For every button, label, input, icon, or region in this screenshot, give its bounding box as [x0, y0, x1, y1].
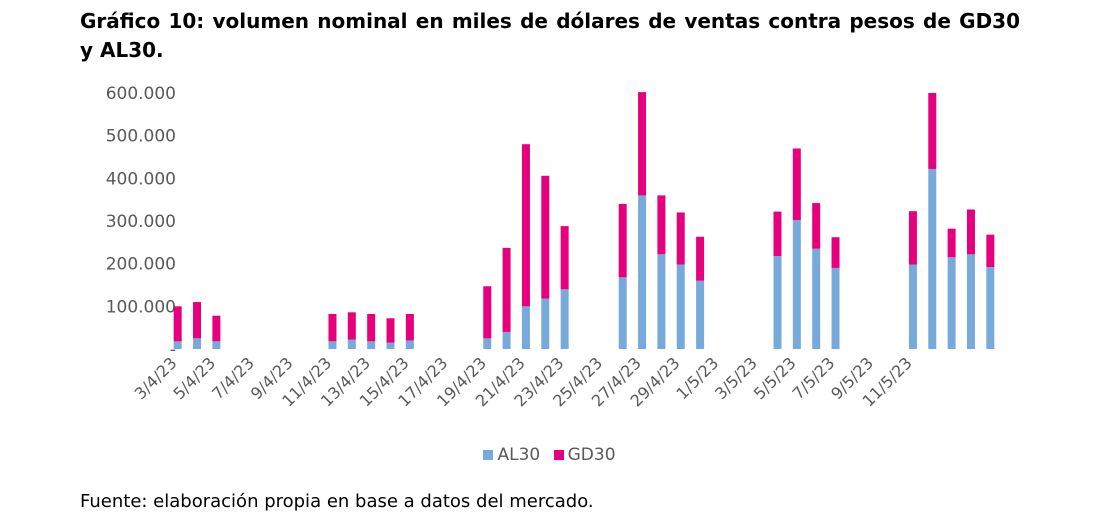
legend-swatch-al30: [483, 450, 494, 460]
bar-gd30: [173, 306, 182, 342]
y-tick-label: 600.000: [106, 84, 176, 104]
bar-al30: [792, 220, 801, 349]
bar-gd30: [347, 312, 356, 340]
legend-swatch-gd30: [553, 450, 564, 460]
bar-al30: [502, 331, 511, 349]
bar-gd30: [367, 314, 376, 342]
bar-gd30: [541, 175, 550, 299]
legend-label-al30: AL30: [497, 445, 541, 465]
bar-al30: [908, 264, 917, 349]
legend-item-gd30: GD30: [553, 445, 616, 465]
bar-al30: [560, 289, 569, 349]
bar-al30: [328, 341, 337, 349]
x-tick-label: 7/4/23: [208, 353, 258, 403]
bar-gd30: [560, 226, 569, 290]
y-tick-label: 300.000: [106, 212, 176, 232]
y-tick-label: 200.000: [106, 255, 176, 275]
bar-gd30: [812, 203, 821, 249]
bar-gd30: [193, 302, 202, 339]
bar-al30: [831, 267, 840, 349]
x-tick-label: 5/4/23: [169, 353, 219, 403]
bar-gd30: [928, 93, 937, 169]
bar-gd30: [521, 144, 530, 307]
bar-al30: [676, 264, 685, 349]
x-tick-label: 3/5/23: [711, 353, 761, 403]
bar-gd30: [947, 228, 956, 258]
x-tick-label: 7/5/23: [789, 353, 839, 403]
bar-al30: [696, 280, 705, 349]
legend-label-gd30: GD30: [567, 445, 616, 465]
x-axis: 3/4/235/4/237/4/239/4/2311/4/2313/4/2315…: [131, 353, 916, 410]
bar-gd30: [618, 203, 627, 278]
bar-al30: [928, 168, 937, 349]
bar-gd30: [386, 318, 395, 343]
bar-al30: [657, 254, 666, 349]
bar-gd30: [831, 237, 840, 268]
y-tick-label: 500.000: [106, 127, 176, 147]
stacked-bar-chart: - 100.000 200.000 300.000 400.000 500.000 600.…: [106, 84, 995, 410]
bar-al30: [947, 257, 956, 349]
source-note: Fuente: elaboración propia en base a dat…: [80, 491, 594, 512]
y-tick-label: 400.000: [106, 169, 176, 189]
bar-al30: [483, 338, 492, 349]
bar-gd30: [966, 209, 975, 255]
x-tick-label: 1/5/23: [672, 353, 722, 403]
y-tick-label: 100.000: [106, 297, 176, 317]
bar-al30: [386, 342, 395, 349]
bar-al30: [367, 341, 376, 349]
bar-gd30: [212, 315, 221, 342]
bar-gd30: [773, 211, 782, 256]
bar-al30: [773, 255, 782, 349]
bar-al30: [347, 339, 356, 349]
bar-gd30: [908, 211, 917, 265]
bar-gd30: [328, 314, 337, 342]
bar-gd30: [638, 92, 647, 196]
bar-al30: [638, 195, 647, 349]
bar-al30: [986, 267, 995, 349]
bar-gd30: [483, 286, 492, 339]
x-tick-label: 5/5/23: [750, 353, 800, 403]
bar-gd30: [696, 236, 705, 281]
y-axis: - 100.000 200.000 300.000 400.000 500.000 600.…: [106, 84, 176, 360]
bar-al30: [212, 341, 221, 349]
bar-al30: [966, 254, 975, 349]
bar-al30: [812, 248, 821, 349]
bar-gd30: [676, 212, 685, 265]
legend: AL30 GD30: [0, 445, 1099, 465]
bar-al30: [618, 277, 627, 349]
bars: [173, 92, 995, 349]
x-tick-label: 3/4/23: [131, 353, 181, 403]
bar-al30: [405, 340, 414, 349]
bar-gd30: [502, 247, 511, 332]
bar-al30: [541, 298, 550, 349]
y-tick-label: -: [170, 340, 176, 360]
bar-gd30: [405, 314, 414, 341]
bar-gd30: [657, 195, 666, 255]
bar-al30: [173, 341, 182, 349]
bar-gd30: [986, 234, 995, 268]
bar-gd30: [792, 148, 801, 221]
bar-al30: [521, 306, 530, 349]
bar-al30: [193, 338, 202, 349]
legend-item-al30: AL30: [483, 445, 540, 465]
chart-title: Gráfico 10: volumen nominal en miles de …: [80, 9, 1020, 62]
